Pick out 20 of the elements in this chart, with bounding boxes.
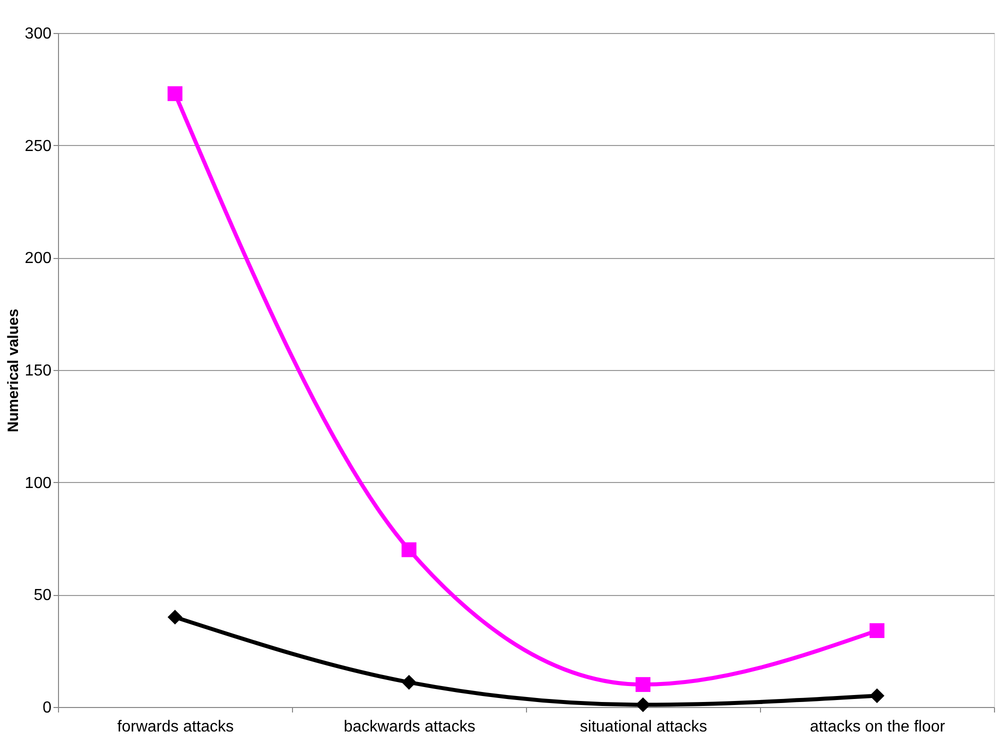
point [870,688,884,704]
x-tick-label: forwards attacks [117,718,234,736]
point [168,86,182,102]
x-tick-label: backwards attacks [344,718,476,736]
point [168,610,182,625]
x-tick-label: situational attacks [580,718,708,736]
y-tick-label: 50 [34,587,52,604]
point [402,542,416,558]
point [870,623,884,638]
point [636,677,650,692]
y-tick-label: 250 [24,138,52,155]
y-tick-label: 150 [24,362,52,380]
point [636,697,650,712]
x-tick-label: attacks on the floor [810,718,946,736]
y-axis-title: Numerical values [4,308,22,432]
y-tick-label: 100 [24,474,52,492]
y-tick-label: 300 [24,26,52,42]
y-tick-label: 0 [42,700,52,716]
y-tick-label: 200 [24,250,52,268]
point [402,674,416,690]
